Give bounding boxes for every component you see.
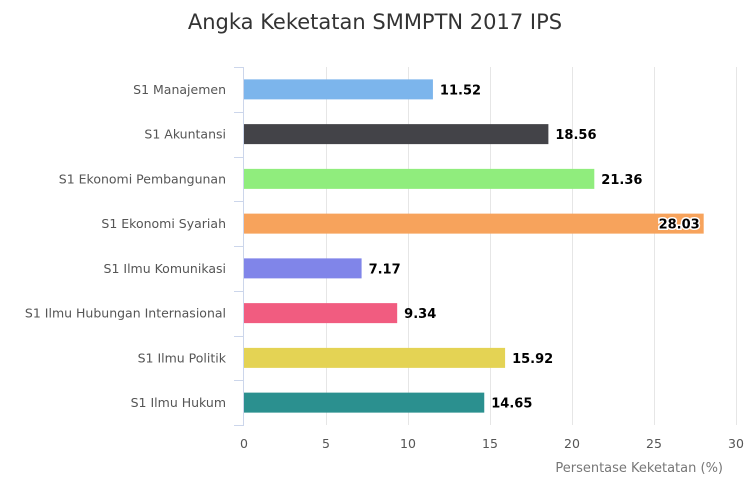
category-labels: S1 Manajemen S1 Akuntansi S1 Ekonomi Pemba… xyxy=(25,82,227,410)
x-tick-label: 0 xyxy=(240,436,248,451)
category-label: S1 Ilmu Komunikasi xyxy=(104,261,226,276)
x-tick-label: 20 xyxy=(564,436,580,451)
x-tick-label: 5 xyxy=(322,436,330,451)
category-label: S1 Ilmu Hukum xyxy=(131,395,226,410)
category-label: S1 Ekonomi Syariah xyxy=(101,216,226,231)
bar xyxy=(244,303,398,324)
data-label: 15.92 xyxy=(512,352,553,367)
category-label: S1 Ilmu Politik xyxy=(138,350,227,365)
data-labels: 11.52 18.56 21.36 28.03 7.17 9.34 15.92 14.65 xyxy=(369,83,702,412)
bar xyxy=(244,79,433,100)
data-label: 28.03 xyxy=(659,218,700,233)
category-label: S1 Ilmu Hubungan Internasional xyxy=(25,306,226,321)
bar xyxy=(244,213,704,234)
data-label: 9.34 xyxy=(404,307,436,322)
bars xyxy=(244,79,704,413)
data-label: 21.36 xyxy=(601,173,642,188)
bar xyxy=(244,124,549,145)
chart-title: Angka Keketatan SMMPTN 2017 IPS xyxy=(188,10,562,34)
x-tick-label: 15 xyxy=(482,436,498,451)
x-tick-label: 10 xyxy=(400,436,416,451)
x-axis-title: Persentase Keketatan (%) xyxy=(555,461,723,476)
x-tick-label: 30 xyxy=(728,436,744,451)
bar xyxy=(244,258,362,279)
data-label: 18.56 xyxy=(555,128,596,143)
data-label: 14.65 xyxy=(491,397,532,412)
category-label: S1 Akuntansi xyxy=(144,127,226,142)
bar xyxy=(244,168,595,189)
grid-lines xyxy=(234,67,737,426)
data-label: 11.52 xyxy=(440,83,481,98)
x-axis-tick-labels: 0 5 10 15 20 25 30 xyxy=(240,436,744,451)
x-tick-label: 25 xyxy=(646,436,662,451)
category-label: S1 Manajemen xyxy=(133,82,226,97)
data-label: 7.17 xyxy=(369,262,401,277)
bar xyxy=(244,392,485,413)
category-label: S1 Ekonomi Pembangunan xyxy=(59,171,226,186)
bar xyxy=(244,347,506,368)
